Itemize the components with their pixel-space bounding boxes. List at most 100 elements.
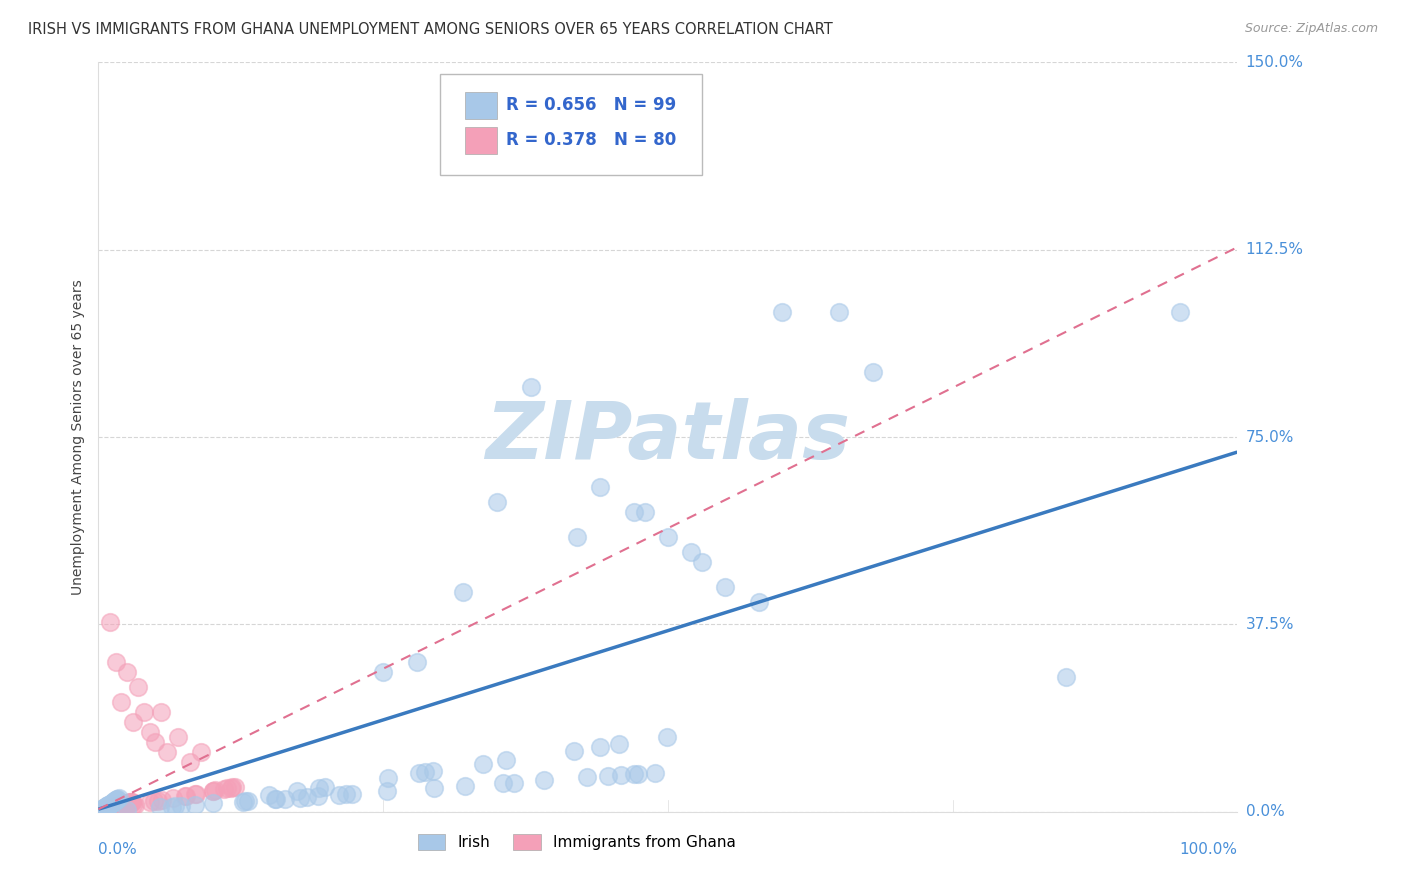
Point xyxy=(406,655,429,669)
Point xyxy=(533,773,555,788)
Point xyxy=(105,799,128,814)
Point xyxy=(96,802,118,816)
Point xyxy=(562,743,585,757)
Point xyxy=(1170,305,1192,319)
Point xyxy=(112,797,135,812)
Point xyxy=(97,802,120,816)
Point xyxy=(565,530,588,544)
Point xyxy=(174,789,197,803)
Point xyxy=(127,680,149,694)
Point xyxy=(96,799,118,814)
Point xyxy=(97,798,120,813)
Point xyxy=(167,730,190,744)
Point xyxy=(89,804,111,818)
Point xyxy=(589,739,612,754)
Point xyxy=(201,784,224,798)
Point xyxy=(114,797,136,811)
Point xyxy=(115,797,138,811)
Point xyxy=(340,787,363,801)
Point xyxy=(110,797,132,812)
Point xyxy=(89,805,111,819)
Point xyxy=(143,795,166,809)
Point xyxy=(97,798,120,813)
Point xyxy=(104,799,127,814)
Point xyxy=(94,800,117,814)
Point xyxy=(98,803,121,817)
Text: 75.0%: 75.0% xyxy=(1246,430,1294,444)
Point xyxy=(104,800,127,814)
Point xyxy=(828,305,851,319)
Point xyxy=(89,804,111,818)
Point xyxy=(149,800,172,814)
Point xyxy=(107,792,129,806)
Point xyxy=(862,365,884,379)
Point xyxy=(110,695,132,709)
Point xyxy=(375,784,398,798)
Point xyxy=(103,794,125,808)
Point xyxy=(328,788,350,802)
Point xyxy=(110,798,132,813)
Point xyxy=(748,595,770,609)
Point xyxy=(156,745,179,759)
Point xyxy=(122,798,145,813)
Point xyxy=(87,805,110,819)
Point xyxy=(165,799,187,814)
Point xyxy=(451,585,474,599)
Point xyxy=(115,797,138,811)
Point xyxy=(93,803,115,817)
Point xyxy=(93,800,115,814)
Point xyxy=(101,801,124,815)
Legend: Irish, Immigrants from Ghana: Irish, Immigrants from Ghana xyxy=(412,829,742,856)
Point xyxy=(108,791,131,805)
Point xyxy=(150,793,173,807)
Text: 0.0%: 0.0% xyxy=(1246,805,1284,819)
Point xyxy=(105,792,128,806)
Point xyxy=(162,791,184,805)
Point xyxy=(183,797,205,812)
Point xyxy=(105,799,128,814)
Point xyxy=(596,769,619,783)
Point xyxy=(89,804,111,818)
Point xyxy=(120,796,142,810)
Point xyxy=(104,655,127,669)
Point xyxy=(377,771,399,785)
Point xyxy=(115,665,138,679)
Text: 0.0%: 0.0% xyxy=(98,842,138,857)
Point xyxy=(115,803,138,817)
Point xyxy=(115,797,138,811)
Point xyxy=(114,797,136,811)
Point xyxy=(124,798,146,813)
Point xyxy=(118,796,141,810)
Point xyxy=(121,714,143,729)
Point xyxy=(634,505,657,519)
Point xyxy=(297,790,319,805)
Point xyxy=(644,765,666,780)
Point xyxy=(105,799,128,814)
Point xyxy=(174,789,197,803)
Point xyxy=(145,735,167,749)
Point xyxy=(90,804,112,818)
Point xyxy=(100,797,122,811)
Bar xyxy=(465,92,498,119)
Point xyxy=(770,305,793,319)
Point xyxy=(236,794,259,808)
Point xyxy=(623,767,645,781)
Point xyxy=(146,794,169,808)
Point xyxy=(100,801,122,815)
Point xyxy=(273,791,295,805)
Point xyxy=(105,799,128,814)
Point xyxy=(308,780,330,795)
Point xyxy=(212,781,235,796)
FancyBboxPatch shape xyxy=(440,74,702,175)
Point xyxy=(264,792,287,806)
Point xyxy=(97,797,120,812)
Point xyxy=(89,804,111,818)
Point xyxy=(150,705,173,719)
Point xyxy=(471,756,494,771)
Point xyxy=(91,803,114,817)
Point xyxy=(201,784,224,798)
Point xyxy=(94,803,117,817)
Point xyxy=(90,804,112,818)
Point xyxy=(105,793,128,807)
Point xyxy=(232,795,254,809)
